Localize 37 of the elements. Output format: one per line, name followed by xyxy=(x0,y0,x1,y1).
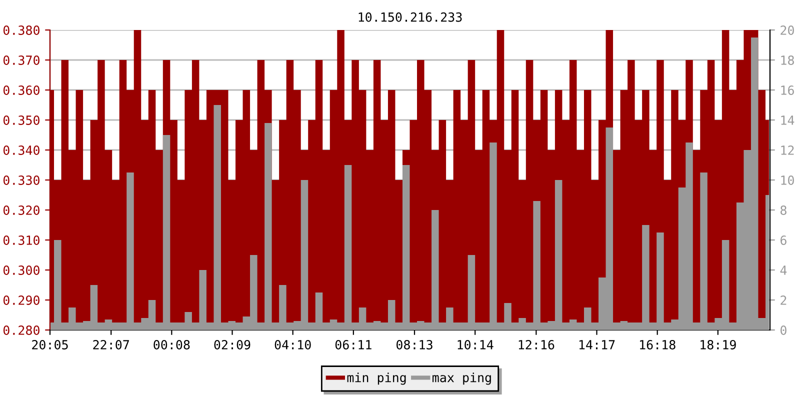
y2-tick-label: 14 xyxy=(781,116,794,125)
y2-tick-label: 4 xyxy=(780,266,787,275)
y-tick-label: 0.320 xyxy=(3,206,40,215)
y-tick-label: 0.310 xyxy=(3,236,40,245)
x-tick-label: 02:09 xyxy=(214,340,250,350)
y-tick-label: 0.380 xyxy=(3,26,40,35)
x-tick-label: 06:11 xyxy=(335,340,372,350)
y-tick-label: 0.370 xyxy=(3,56,40,65)
y2-tick-label: 20 xyxy=(780,26,794,35)
x-tick-label: 08:13 xyxy=(396,340,432,350)
y2-tick-label: 8 xyxy=(780,206,786,215)
legend-label: min ping xyxy=(347,372,406,385)
x-tick-label: 04:10 xyxy=(274,340,311,350)
y-tick-label: 0.360 xyxy=(3,86,40,95)
x-tick-label: 18:19 xyxy=(700,340,736,350)
y-tick-label: 0.350 xyxy=(3,116,40,125)
legend-label: max ping xyxy=(432,372,491,385)
x-tick-label: 12:16 xyxy=(518,340,554,350)
y2-tick-label: 0 xyxy=(780,326,786,335)
x-tick-label: 00:08 xyxy=(154,340,190,350)
x-tick-label: 16:18 xyxy=(640,340,676,350)
y-tick-label: 0.280 xyxy=(3,326,40,335)
y2-tick-label: 16 xyxy=(781,86,794,95)
y2-tick-label: 6 xyxy=(780,236,786,245)
x-tick-label: 20:05 xyxy=(32,340,68,350)
y-tick-label: 0.300 xyxy=(3,266,40,275)
x-tick-label: 10:14 xyxy=(458,340,494,350)
y2-tick-label: 12 xyxy=(781,146,794,155)
y2-tick-label: 2 xyxy=(780,296,786,305)
x-tick-label: 22:07 xyxy=(93,340,129,350)
y-tick-label: 0.290 xyxy=(3,296,40,305)
y-tick-label: 0.340 xyxy=(3,146,40,155)
y2-tick-label: 18 xyxy=(781,56,794,65)
y2-tick-label: 10 xyxy=(781,176,794,185)
chart-title: 10.150.216.233 xyxy=(358,12,462,22)
y-tick-label: 0.330 xyxy=(3,176,40,185)
x-tick-label: 14:17 xyxy=(579,340,615,350)
